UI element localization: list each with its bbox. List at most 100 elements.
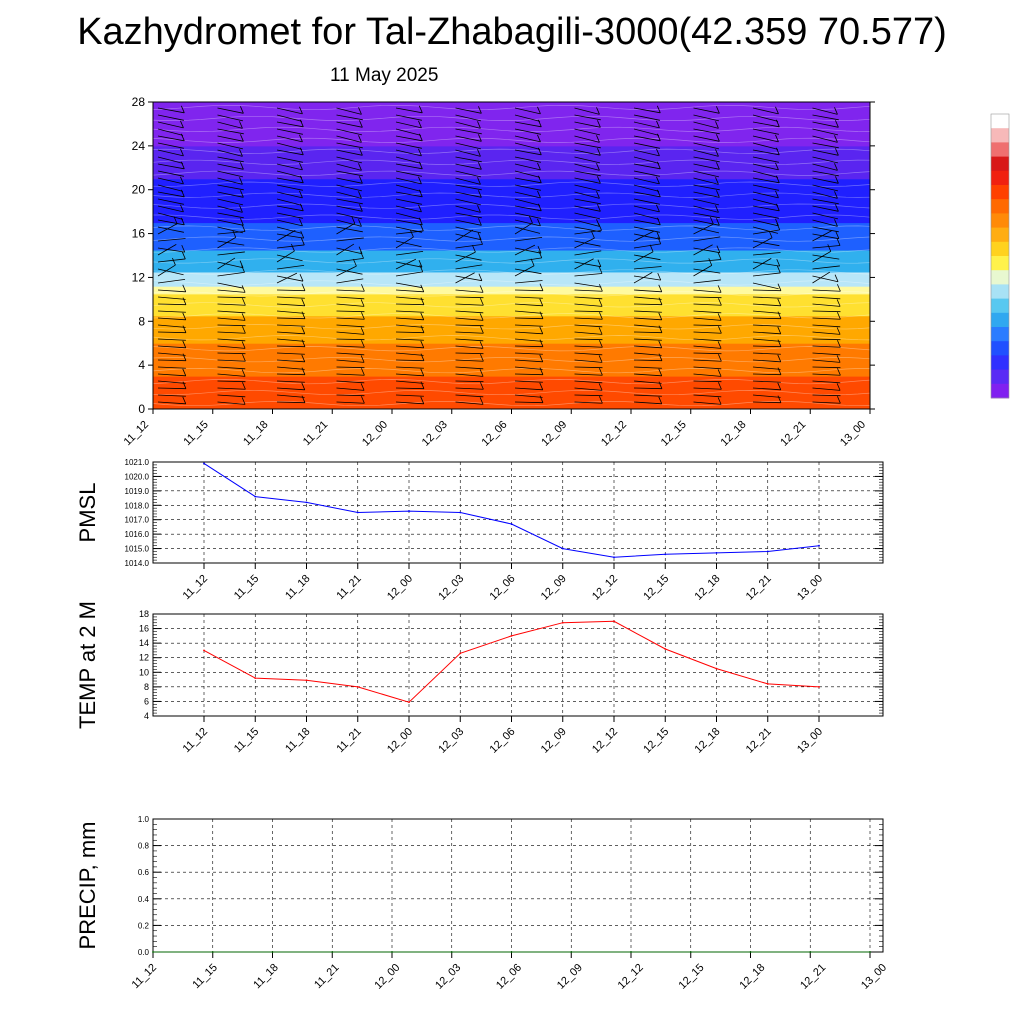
data-point [749,951,752,953]
colorbar-segment [991,170,1009,186]
wind-barb-flag [776,258,781,267]
wind-barb [395,338,424,341]
contour-line [153,225,870,231]
wind-barb [574,317,603,320]
wind-barb [752,128,779,135]
wind-barb [157,226,184,233]
wind-barb [693,135,720,142]
wind-barb [812,352,841,356]
wind-barb [336,331,365,335]
heatmap-band [153,250,870,273]
wind-barb [514,257,542,263]
wind-barb [395,121,422,129]
wind-barb-flag [537,190,541,198]
wind-barb-flag [775,175,780,183]
wind-barb-flag [418,161,423,169]
wind-barb-flag [596,163,600,171]
wind-barb [872,213,897,219]
wind-barb [455,244,483,249]
x-tick-label: 12_15 [641,726,671,756]
wind-barb [693,142,720,150]
wind-barb [395,240,422,248]
wind-barb-flag [477,205,481,213]
x-tick-label: 12_12 [590,573,620,603]
wind-barb [514,212,541,219]
wind-barb [455,184,482,191]
wind-barb-flag [181,251,186,260]
wind-barb-flag [420,284,425,292]
wind-barb [693,149,719,157]
wind-barb [752,156,779,163]
x-tick-label: 13_00 [795,573,825,603]
colorbar-segment [991,128,1009,143]
wind-barb [157,135,185,142]
wind-barb [336,135,362,143]
wind-barb [514,198,541,206]
data-point [818,685,820,688]
wind-barb-flag [180,217,185,225]
wind-barb [395,310,424,313]
wind-barb-flag [358,246,363,254]
wind-barb [693,177,719,185]
wind-barb-flag [716,245,721,253]
data-point [331,951,334,953]
data-point [818,544,820,547]
wind-barb [574,261,601,268]
x-tick-label: 12_15 [641,573,671,603]
wind-barb [752,338,781,342]
wind-barb [752,191,779,199]
wind-barb-flag [241,285,246,293]
data-point [356,511,359,514]
wind-barb [633,128,660,136]
wind-barb [633,289,662,293]
contour-line [153,335,870,341]
wind-barb-flag [479,341,484,349]
wind-barb [752,359,781,363]
wind-barb [455,219,482,226]
wind-barb [276,380,305,383]
colorbar-segment [991,199,1009,214]
wind-barb [514,280,543,284]
wind-barb [812,338,841,341]
wind-barb [276,366,305,370]
wind-barb [872,297,900,299]
wind-barb [752,219,779,227]
y-axis-title: PRECIP, mm [75,822,100,950]
wind-barb [336,114,363,121]
wind-barb [693,373,722,377]
data-point [271,951,274,953]
wind-barb [395,205,422,213]
data-point [613,620,615,623]
wind-barb-flag [537,147,542,155]
wind-barb-flag [301,326,306,334]
wind-barb [872,224,891,234]
wind-barb-flag [180,133,185,141]
wind-barb [514,289,543,292]
contour-line [153,258,870,264]
wind-barb [276,135,303,143]
wind-barb [633,121,660,129]
colorbar-segment [991,312,1009,328]
contour-line [153,137,870,143]
wind-barb [514,345,543,348]
wind-barb [276,198,303,206]
wind-barb [276,324,305,327]
wind-barb-flag [240,190,244,198]
wind-barb [455,114,482,122]
wind-barb [395,296,424,300]
wind-barb [455,128,482,135]
wind-barb-flag [717,369,722,377]
wind-barb [574,352,603,356]
wind-barb [693,303,722,306]
wind-barb [872,259,899,262]
wind-barb-flag [242,354,246,362]
wind-barb-flag [596,191,600,199]
wind-barb [872,143,898,148]
wind-barb-flag [598,383,603,391]
contour-line [153,181,870,187]
wind-barb [276,219,303,227]
wind-barb [217,251,245,256]
wind-barb [157,149,184,157]
wind-barb [157,331,186,334]
wind-barb [217,240,245,246]
